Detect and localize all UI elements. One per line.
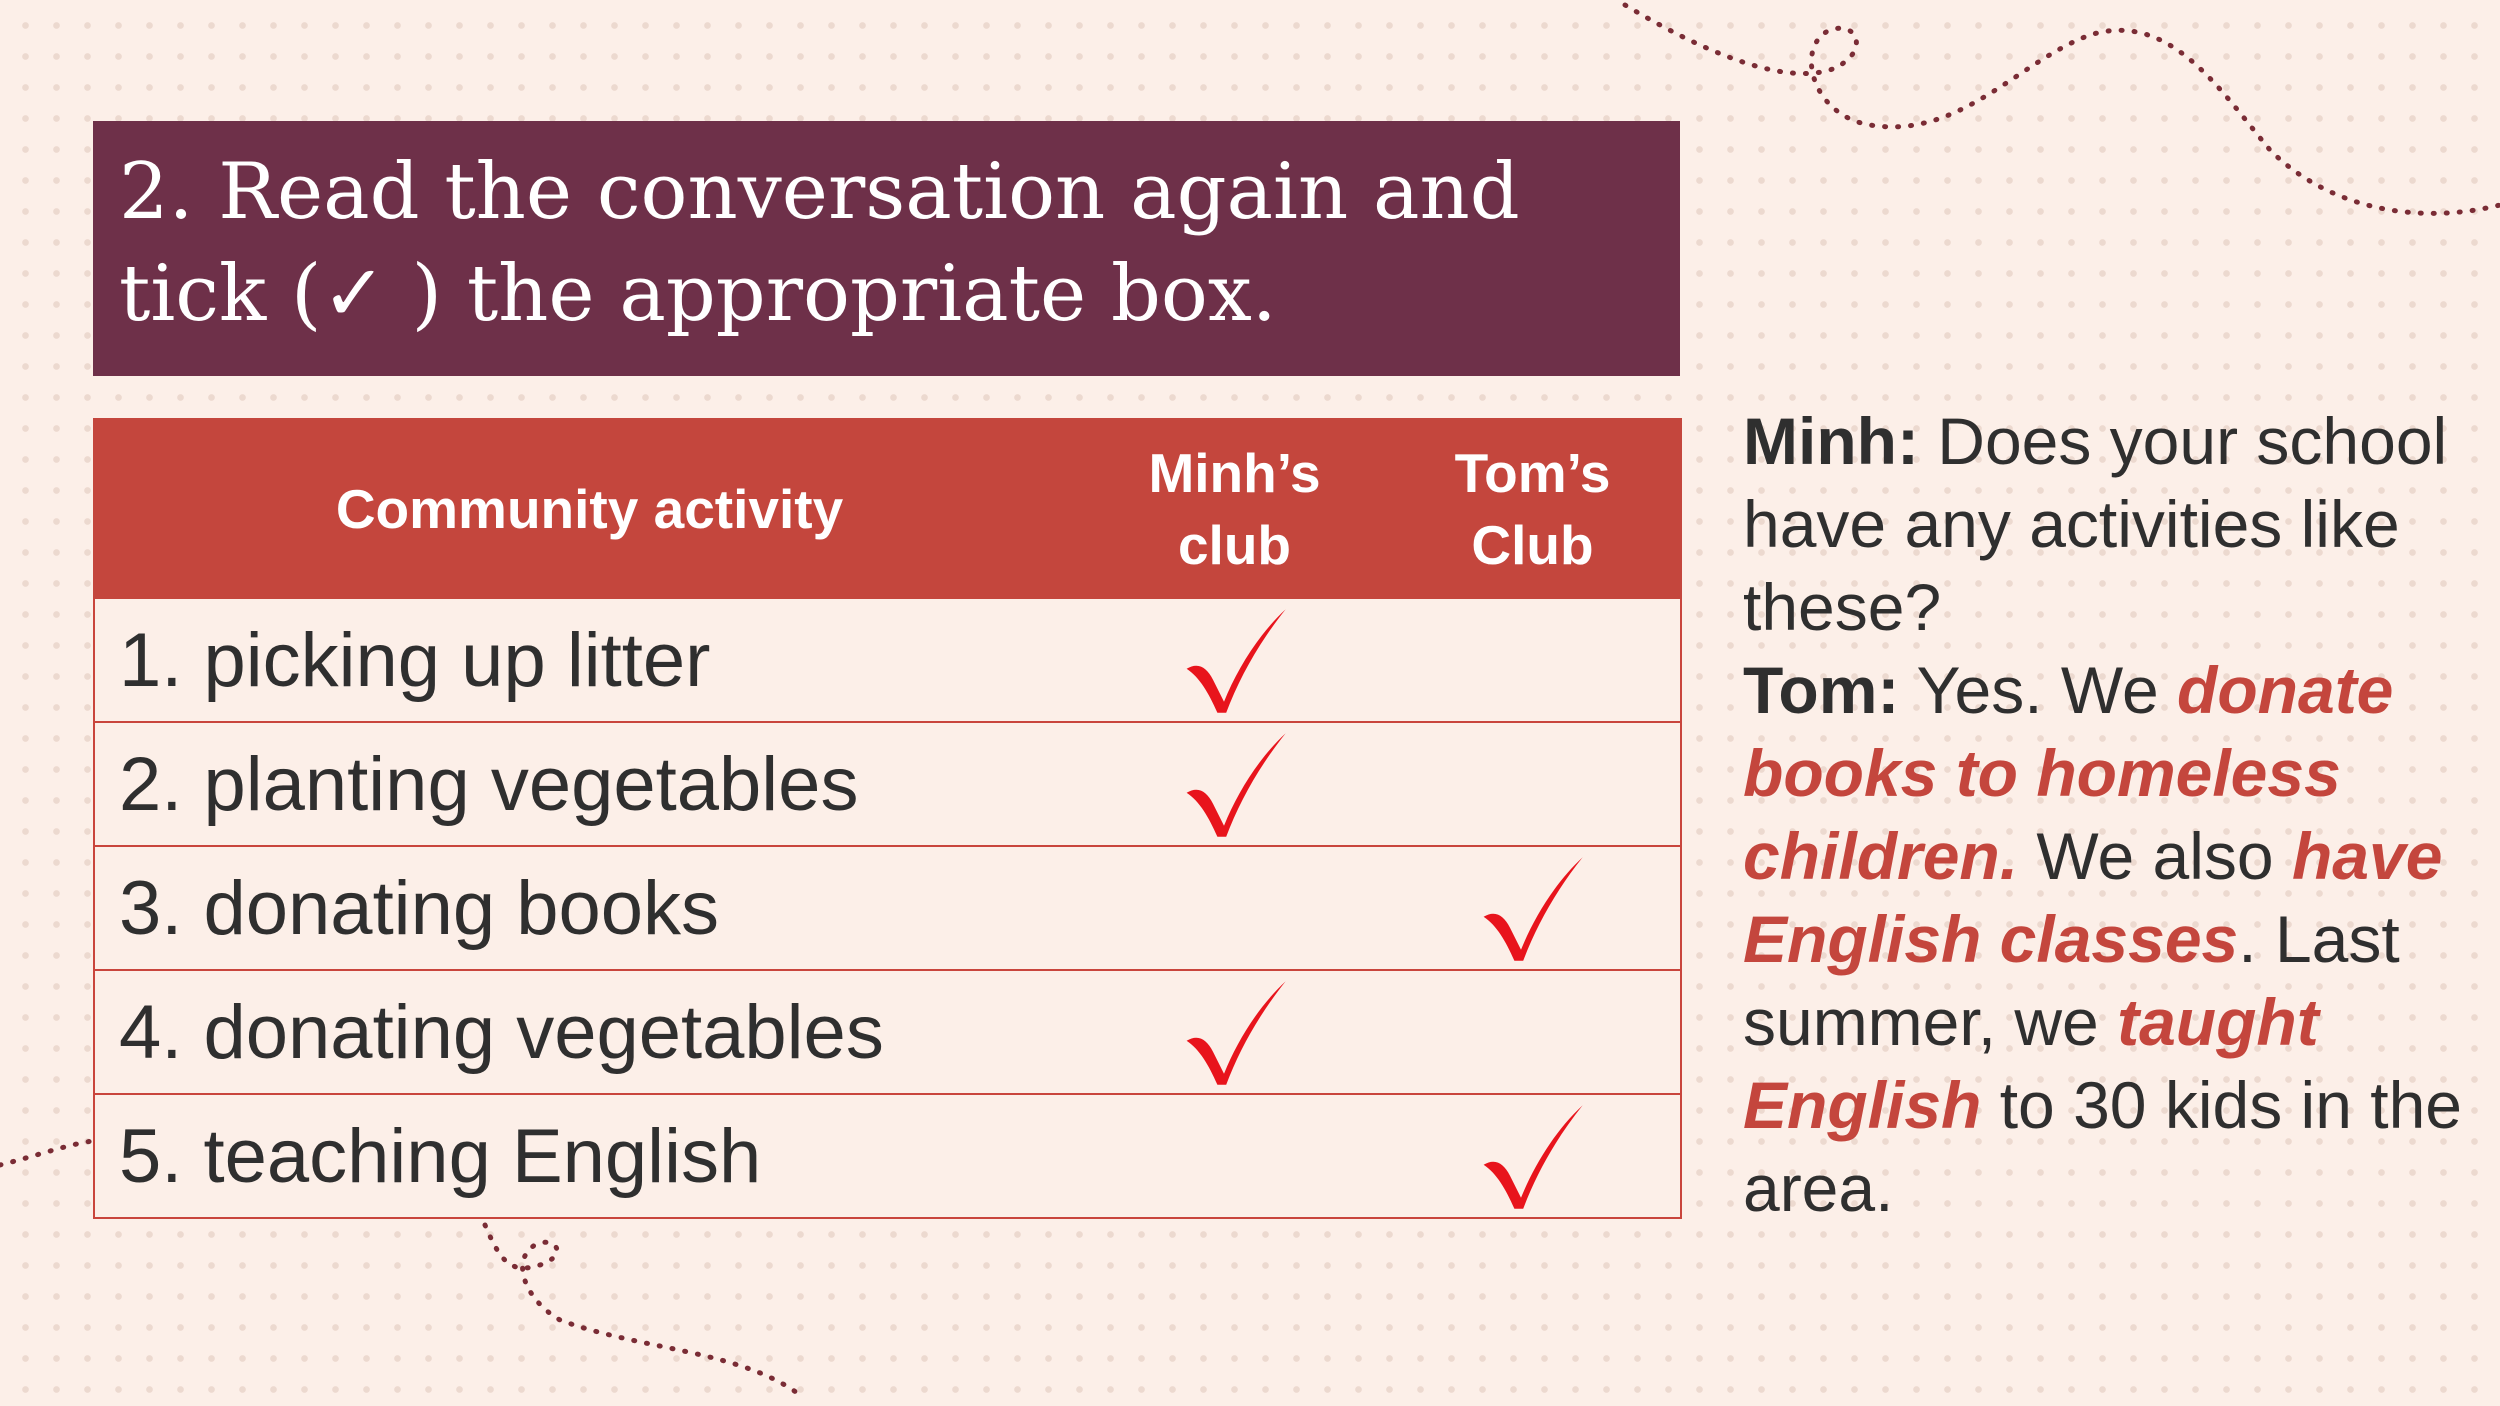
highlight-english-classes: have English classes bbox=[1743, 819, 2443, 976]
table-row: 4. donating vegetables bbox=[93, 969, 1682, 1095]
conversation-text: Minh: Does your school have any activiti… bbox=[1743, 400, 2473, 1230]
activity-table: Community activity Minh’s club Tom’s Clu… bbox=[93, 418, 1682, 1219]
highlight-taught-english: taught English bbox=[1743, 985, 2319, 1142]
tom-line-part: to 30 kids in the area. bbox=[1743, 1068, 2462, 1225]
minh-line: Does your school have any activities lik… bbox=[1743, 404, 2448, 644]
table-header-row: Community activity Minh’s club Tom’s Clu… bbox=[93, 418, 1682, 599]
header-minhs-club: Minh’s club bbox=[1084, 418, 1385, 599]
table-row: 5. teaching English bbox=[93, 1093, 1682, 1219]
minh-club-cell bbox=[1085, 845, 1384, 971]
tom-club-cell bbox=[1384, 845, 1682, 971]
tom-club-cell bbox=[1384, 1093, 1682, 1219]
activity-cell: 2. planting vegetables bbox=[93, 721, 1085, 847]
check-mark-icon bbox=[1477, 1101, 1587, 1211]
activity-cell: 3. donating books bbox=[93, 845, 1085, 971]
tom-line-part: We also bbox=[2018, 819, 2292, 893]
check-mark-icon bbox=[1180, 977, 1290, 1087]
minh-club-cell bbox=[1085, 721, 1384, 847]
instruction-title: 2. Read the conversation again and tick … bbox=[119, 147, 1520, 339]
minh-club-cell bbox=[1085, 969, 1384, 1095]
instruction-banner: 2. Read the conversation again and tick … bbox=[93, 121, 1680, 376]
header-toms-club: Tom’s Club bbox=[1383, 418, 1682, 599]
minh-club-cell bbox=[1085, 1093, 1384, 1219]
tom-line-part: Yes. We bbox=[1899, 653, 2178, 727]
header-community-activity: Community activity bbox=[93, 418, 1086, 599]
table-row: 1. picking up litter bbox=[93, 597, 1682, 723]
table-row: 3. donating books bbox=[93, 845, 1682, 971]
activity-cell: 1. picking up litter bbox=[93, 597, 1085, 723]
check-mark-icon bbox=[1477, 853, 1587, 963]
highlight-donate-books: donate books to homeless children. bbox=[1743, 653, 2394, 893]
tom-club-cell bbox=[1384, 969, 1682, 1095]
check-mark-icon bbox=[1180, 729, 1290, 839]
speaker-minh: Minh: bbox=[1743, 404, 1919, 478]
tom-club-cell bbox=[1384, 597, 1682, 723]
tom-club-cell bbox=[1384, 721, 1682, 847]
tom-line-part: . Last summer, we bbox=[1743, 902, 2400, 1059]
minh-club-cell bbox=[1085, 597, 1384, 723]
activity-cell: 5. teaching English bbox=[93, 1093, 1085, 1219]
table-row: 2. planting vegetables bbox=[93, 721, 1682, 847]
speaker-tom: Tom: bbox=[1743, 653, 1900, 727]
activity-cell: 4. donating vegetables bbox=[93, 969, 1085, 1095]
check-mark-icon bbox=[1180, 605, 1290, 715]
